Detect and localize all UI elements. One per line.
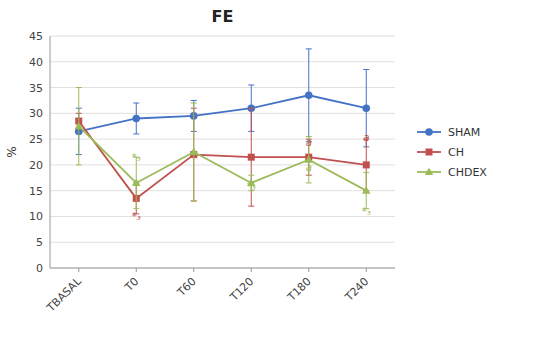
y-tick-label: 35 bbox=[29, 82, 43, 95]
data-point bbox=[248, 154, 255, 161]
grid-line bbox=[50, 190, 395, 191]
x-tick-label: T60 bbox=[174, 275, 199, 300]
series-line bbox=[79, 126, 367, 190]
x-tick-label: TBASAL bbox=[44, 274, 85, 315]
x-tick-label: T240 bbox=[342, 275, 371, 304]
series bbox=[75, 49, 370, 155]
data-point bbox=[362, 186, 370, 194]
y-axis-label: % bbox=[5, 146, 19, 157]
y-tick-label: 5 bbox=[36, 236, 43, 249]
legend-label: CHDEX bbox=[448, 166, 487, 179]
x-tick bbox=[251, 268, 252, 272]
title: FE bbox=[212, 7, 234, 26]
data-point bbox=[305, 91, 313, 99]
grid-line bbox=[50, 139, 395, 140]
data-point bbox=[362, 104, 370, 112]
legend-marker bbox=[426, 149, 433, 156]
data-point bbox=[132, 115, 140, 123]
x-tick-label: T180 bbox=[284, 275, 313, 304]
grid bbox=[50, 36, 395, 268]
y-tick-label: 10 bbox=[29, 210, 43, 223]
y-tick-label: 20 bbox=[29, 159, 43, 172]
grid-line bbox=[50, 61, 395, 62]
x-tick-label: T0 bbox=[122, 275, 142, 295]
x-tick bbox=[366, 268, 367, 272]
annotation: *₃ bbox=[247, 181, 256, 192]
x-tick bbox=[136, 268, 137, 272]
y-tick-label: 45 bbox=[29, 30, 43, 43]
series bbox=[75, 88, 371, 209]
plot-area bbox=[75, 49, 371, 214]
y-tick-label: 0 bbox=[36, 262, 43, 275]
chart-svg: 0 5 10 15 20 25 30 35 40 45 TBASAL T0 T60 T120 T180 T24… bbox=[0, 0, 553, 337]
legend-marker bbox=[425, 128, 433, 136]
annotation: *₃ bbox=[362, 206, 371, 217]
data-point bbox=[75, 122, 83, 130]
y-tick-label: 40 bbox=[29, 56, 43, 69]
legend-marker bbox=[425, 168, 433, 176]
x-tick bbox=[78, 268, 79, 272]
series bbox=[75, 108, 370, 214]
y-tick-label: 30 bbox=[29, 107, 43, 120]
series-line bbox=[79, 95, 367, 131]
grid-line bbox=[50, 216, 395, 217]
error-bar bbox=[306, 49, 312, 142]
legend: SHAM CH CHDEX bbox=[417, 126, 487, 179]
grid-line bbox=[50, 36, 395, 37]
y-axis-line bbox=[50, 36, 51, 268]
y-tick-label: 25 bbox=[29, 133, 43, 146]
legend-label: CH bbox=[448, 146, 464, 159]
grid-line bbox=[50, 87, 395, 88]
data-point bbox=[363, 161, 370, 168]
error-bar bbox=[133, 103, 139, 134]
x-tick-label: T120 bbox=[227, 275, 256, 304]
annotations: *₃ *₃ *₃ a a a *₃ bbox=[132, 132, 371, 223]
page: {"chart_data": {"type": "line", "title":… bbox=[0, 0, 553, 337]
grid-line bbox=[50, 113, 395, 114]
y-tick-label: 15 bbox=[29, 185, 43, 198]
grid-line bbox=[50, 268, 395, 269]
data-point bbox=[190, 148, 198, 156]
error-bar bbox=[363, 70, 369, 147]
annotation: a bbox=[306, 162, 312, 173]
grid-line bbox=[50, 164, 395, 165]
chart-container: 0 5 10 15 20 25 30 35 40 45 TBASAL T0 T60 T120 T180 T24… bbox=[0, 0, 553, 337]
data-point bbox=[132, 178, 140, 186]
x-tick bbox=[308, 268, 309, 272]
legend-label: SHAM bbox=[448, 126, 480, 139]
x-tick bbox=[193, 268, 194, 272]
annotation: a bbox=[306, 137, 312, 148]
grid-line bbox=[50, 242, 395, 243]
series-line bbox=[79, 121, 367, 198]
annotation: *₃ bbox=[132, 211, 141, 222]
annotation: *₃ bbox=[132, 152, 141, 163]
annotation: a bbox=[363, 132, 369, 143]
x-axis-line bbox=[50, 268, 395, 269]
